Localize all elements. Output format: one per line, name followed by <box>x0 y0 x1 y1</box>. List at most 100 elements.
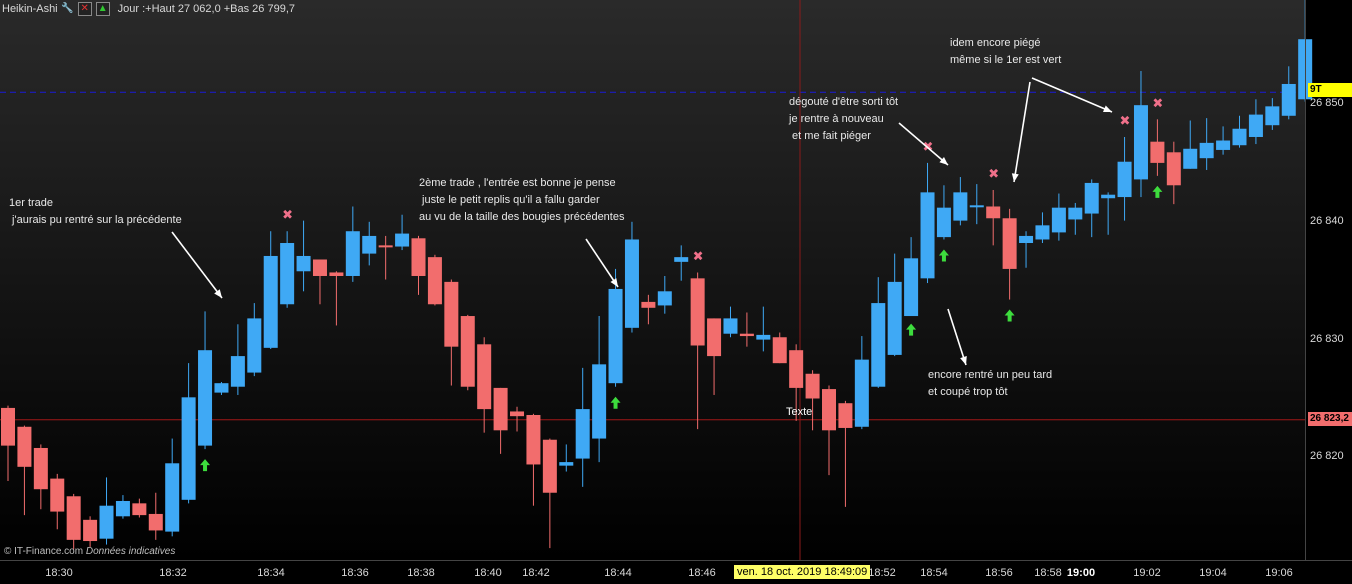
x-tick-label: 18:40 <box>474 567 502 579</box>
candle-body <box>772 337 787 364</box>
candle-body <box>17 426 32 467</box>
x-tick-label: 18:44 <box>604 567 632 579</box>
candle-body <box>690 278 705 346</box>
candle-body <box>707 318 722 357</box>
candle-body <box>854 359 869 427</box>
candle-body <box>198 350 213 446</box>
y-tick-label: 26 820 <box>1310 450 1344 462</box>
up-arrow-icon[interactable]: ▲ <box>95 2 110 16</box>
annotation-arrowhead-icon <box>939 156 948 165</box>
annotation-arrow-icon <box>171 231 223 299</box>
candle-body <box>822 389 836 431</box>
candle-body <box>936 207 951 238</box>
annotation-arrow-icon <box>1031 77 1113 113</box>
entry-arrow-icon <box>906 323 917 336</box>
exit-mark-icon: ✖ <box>282 208 293 223</box>
x-tick-label: 18:56 <box>985 567 1013 579</box>
candle-body <box>657 291 672 306</box>
candle-body <box>1101 194 1116 199</box>
candle-body <box>871 303 886 387</box>
candle-body <box>624 239 639 328</box>
chart-header: Heikin-Ashi 🔧 ✕ ▲ Jour :+Haut 27 062,0 +… <box>0 0 295 18</box>
x-tick-label: 19:04 <box>1199 567 1227 579</box>
candle-body <box>1150 141 1165 163</box>
annotation-arrowhead-icon <box>610 278 618 287</box>
entry-arrow-icon <box>1152 185 1163 198</box>
candle-body <box>444 281 459 347</box>
candle-body <box>493 387 508 431</box>
candle-body <box>312 259 327 276</box>
candle-body <box>739 333 754 337</box>
candle-body <box>345 231 360 276</box>
entry-arrow-icon <box>938 249 949 262</box>
candle-body <box>214 383 229 393</box>
candle-body <box>969 205 984 208</box>
candle-body <box>838 403 853 428</box>
candle-body <box>674 257 689 262</box>
candle-body <box>1199 142 1214 159</box>
x-tick-label: 18:38 <box>407 567 435 579</box>
candle-body <box>1068 207 1083 220</box>
annotation-trade3: encore rentré un peu tard et coupé trop … <box>928 369 1053 398</box>
candle-body <box>887 281 902 355</box>
source-label: © IT-Finance.com <box>4 546 84 557</box>
candle-body <box>132 503 147 516</box>
candle-body <box>904 258 919 317</box>
candle-body <box>230 356 245 387</box>
candle-body <box>542 439 557 493</box>
exit-mark-icon: ✖ <box>1120 114 1131 129</box>
exit-mark-icon: ✖ <box>693 249 704 264</box>
candle-body <box>1 407 15 446</box>
candle-body <box>115 500 130 517</box>
candle-body <box>247 318 262 373</box>
candle-body <box>280 243 295 305</box>
candle-body <box>362 235 377 254</box>
candle-body <box>723 318 738 334</box>
candle-body <box>805 373 820 399</box>
candle-body <box>1117 161 1132 198</box>
candle-body <box>756 334 771 340</box>
price-axis[interactable] <box>1305 0 1352 560</box>
current-price-badge: 26 823,2 <box>1308 412 1352 426</box>
annotation-arrow-icon <box>585 238 619 288</box>
x-tick-label: 18:32 <box>159 567 187 579</box>
candle-body <box>789 350 804 388</box>
cursor-date-label: ven. 18 oct. 2019 18:49:09 <box>734 565 871 579</box>
position-marker-badge: 9T <box>1308 83 1352 97</box>
x-tick-label: 18:52 <box>868 567 896 579</box>
wrench-icon[interactable]: 🔧 <box>61 3 74 14</box>
candle-body <box>50 478 65 512</box>
annotation-trade2: 2ème trade , l'entrée est bonne je pense… <box>419 177 625 223</box>
annotation-arrowhead-icon <box>960 356 967 365</box>
candle-body <box>986 206 1001 219</box>
y-tick-label: 26 830 <box>1310 333 1344 345</box>
candle-body <box>608 288 623 384</box>
time-axis[interactable] <box>0 560 1352 584</box>
candle-body <box>592 364 607 439</box>
annotation-arrow-icon <box>947 308 967 366</box>
candle-body <box>296 255 311 272</box>
x-tick-label: 18:58 <box>1034 567 1062 579</box>
candle-body <box>920 192 935 279</box>
x-tick-label: 18:36 <box>341 567 369 579</box>
y-tick-label: 26 850 <box>1310 97 1344 109</box>
annotation-trade1: 1er trade j'aurais pu rentré sur la préc… <box>9 197 182 226</box>
close-window-icon[interactable]: ✕ <box>77 2 92 16</box>
entry-arrow-icon <box>1004 309 1015 322</box>
candle-body <box>1133 105 1148 180</box>
candle-body <box>1166 152 1181 186</box>
chart-type-label[interactable]: Heikin-Ashi <box>2 3 58 15</box>
entry-arrow-icon <box>610 396 621 409</box>
candle-body <box>1051 207 1066 233</box>
data-source-credit: © IT-Finance.com Données indicatives <box>4 546 175 557</box>
candle-body <box>66 496 81 540</box>
candle-body <box>427 257 442 305</box>
candle-body <box>460 316 475 387</box>
candle-body <box>1248 114 1263 137</box>
candle-body <box>1019 235 1034 244</box>
annotation-arrow-icon <box>1013 81 1031 183</box>
x-tick-label: 19:02 <box>1133 567 1161 579</box>
annotation-trade4: dégouté d'être sorti tôt je rentre à nou… <box>789 96 899 142</box>
